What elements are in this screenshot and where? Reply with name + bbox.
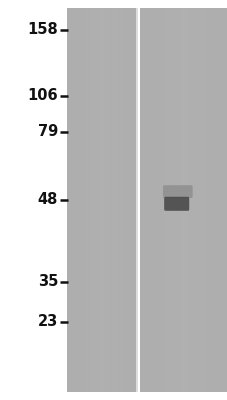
Bar — [88, 8, 90, 392]
Bar — [67, 8, 135, 392]
Bar — [187, 8, 190, 392]
Bar — [102, 8, 104, 392]
Bar — [184, 8, 187, 392]
Bar — [69, 8, 72, 392]
Bar — [119, 8, 121, 392]
Bar — [126, 8, 128, 392]
FancyBboxPatch shape — [163, 197, 188, 211]
Bar — [112, 8, 114, 392]
Bar — [169, 8, 172, 392]
Bar — [160, 8, 163, 392]
Bar — [76, 8, 79, 392]
Bar — [158, 8, 160, 392]
Bar — [146, 8, 148, 392]
Bar — [95, 8, 97, 392]
Bar — [105, 8, 107, 392]
Bar — [114, 8, 116, 392]
Bar — [214, 8, 217, 392]
Bar — [83, 8, 86, 392]
Bar — [93, 8, 95, 392]
Bar — [81, 8, 83, 392]
Bar — [135, 8, 137, 392]
Bar — [97, 8, 100, 392]
Bar — [202, 8, 205, 392]
Bar — [155, 8, 157, 392]
Bar — [220, 8, 223, 392]
Bar — [151, 8, 154, 392]
Bar — [172, 8, 175, 392]
Bar — [121, 8, 123, 392]
Bar — [148, 8, 151, 392]
Text: 23: 23 — [38, 314, 58, 330]
Bar — [123, 8, 126, 392]
Text: 48: 48 — [38, 192, 58, 208]
Bar — [211, 8, 214, 392]
Bar — [226, 8, 227, 392]
Bar — [163, 8, 166, 392]
Bar — [90, 8, 93, 392]
Bar — [199, 8, 202, 392]
Bar — [100, 8, 102, 392]
Bar — [74, 8, 76, 392]
Bar — [190, 8, 193, 392]
Bar — [175, 8, 178, 392]
Text: 106: 106 — [27, 88, 58, 104]
Bar — [140, 8, 226, 392]
Bar — [86, 8, 88, 392]
Text: 79: 79 — [38, 124, 58, 140]
Bar — [223, 8, 226, 392]
Bar — [128, 8, 130, 392]
Bar — [166, 8, 169, 392]
FancyBboxPatch shape — [162, 185, 192, 198]
Bar — [133, 8, 135, 392]
Bar — [109, 8, 111, 392]
Bar — [72, 8, 74, 392]
Bar — [208, 8, 211, 392]
Text: 158: 158 — [27, 22, 58, 38]
Bar — [205, 8, 208, 392]
Bar — [143, 8, 146, 392]
Bar — [130, 8, 133, 392]
Bar — [79, 8, 81, 392]
Bar — [193, 8, 196, 392]
Bar — [107, 8, 109, 392]
Bar — [140, 8, 143, 392]
Bar — [116, 8, 118, 392]
Bar — [196, 8, 199, 392]
Bar — [178, 8, 181, 392]
Bar — [67, 8, 69, 392]
Text: 35: 35 — [38, 274, 58, 290]
Bar — [217, 8, 220, 392]
Bar — [181, 8, 184, 392]
